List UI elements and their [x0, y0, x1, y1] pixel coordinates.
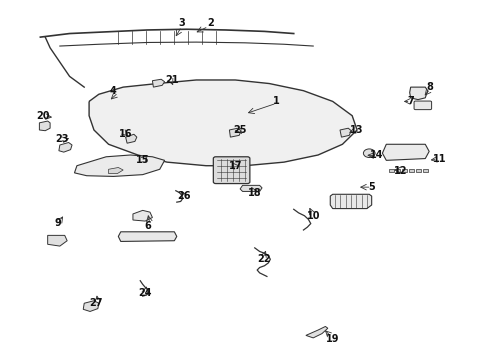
Text: 12: 12: [394, 166, 408, 176]
Text: 16: 16: [119, 129, 132, 139]
Polygon shape: [83, 301, 99, 311]
Polygon shape: [74, 155, 165, 176]
FancyBboxPatch shape: [213, 157, 250, 184]
Bar: [423, 169, 428, 172]
Text: 27: 27: [90, 298, 103, 308]
Text: 2: 2: [208, 18, 214, 28]
Text: 25: 25: [233, 125, 247, 135]
Text: 26: 26: [177, 191, 191, 201]
Bar: [409, 169, 414, 172]
Polygon shape: [48, 235, 67, 246]
Polygon shape: [59, 143, 72, 152]
Text: 13: 13: [350, 125, 364, 135]
Circle shape: [364, 149, 375, 157]
Text: 10: 10: [306, 211, 320, 221]
Polygon shape: [125, 134, 137, 143]
Text: 6: 6: [144, 221, 151, 231]
Text: 17: 17: [228, 161, 242, 171]
Polygon shape: [118, 232, 177, 242]
Bar: [402, 169, 407, 172]
Text: 5: 5: [368, 182, 375, 192]
Text: 1: 1: [273, 96, 280, 107]
Polygon shape: [39, 121, 50, 131]
Text: 21: 21: [165, 75, 179, 85]
Polygon shape: [340, 128, 351, 137]
Polygon shape: [240, 185, 262, 192]
Polygon shape: [382, 144, 429, 160]
Bar: [389, 169, 393, 172]
Text: 9: 9: [54, 218, 61, 228]
Text: 4: 4: [110, 86, 117, 96]
Polygon shape: [109, 167, 123, 174]
Text: 19: 19: [326, 334, 340, 344]
Polygon shape: [306, 327, 328, 338]
Text: 23: 23: [55, 134, 69, 144]
Polygon shape: [410, 87, 428, 100]
FancyBboxPatch shape: [414, 101, 432, 110]
Text: 3: 3: [178, 18, 185, 28]
Text: 14: 14: [370, 150, 383, 160]
Polygon shape: [133, 210, 152, 221]
Text: 8: 8: [427, 82, 434, 92]
Text: 20: 20: [36, 111, 49, 121]
Text: 15: 15: [136, 156, 149, 165]
Polygon shape: [152, 79, 165, 87]
Bar: [416, 169, 421, 172]
Text: 18: 18: [248, 188, 262, 198]
Text: 24: 24: [138, 288, 152, 297]
Text: 22: 22: [258, 253, 271, 264]
Polygon shape: [330, 194, 372, 208]
Text: 11: 11: [433, 154, 447, 163]
Bar: [395, 169, 400, 172]
Text: 7: 7: [407, 96, 414, 107]
PathPatch shape: [89, 80, 357, 166]
Polygon shape: [229, 128, 241, 137]
